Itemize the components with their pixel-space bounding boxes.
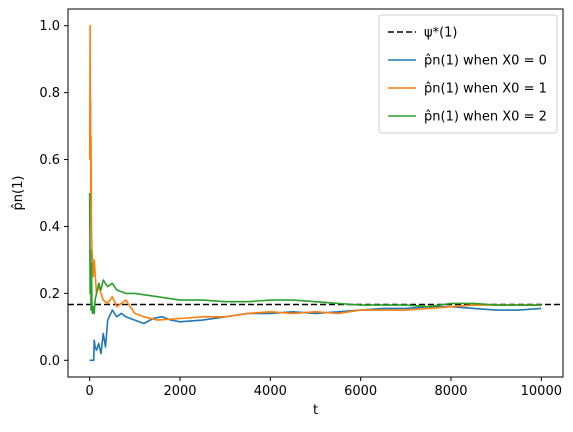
y-tick-label: 0.2 bbox=[39, 287, 60, 302]
series-line-2 bbox=[88, 192, 542, 315]
y-tick-label: 0.8 bbox=[39, 86, 60, 101]
x-tick-label: 2000 bbox=[163, 384, 196, 399]
y-tick-label: 0.6 bbox=[39, 153, 60, 168]
x-axis-label: t bbox=[313, 403, 318, 418]
x-tick-label: 6000 bbox=[344, 384, 377, 399]
legend: ψ*(1) p̂n(1) when X0 = 0 p̂n(1) when X0 = … bbox=[378, 14, 558, 134]
series-line-0 bbox=[89, 305, 542, 362]
x-tick-label: 10000 bbox=[521, 384, 562, 399]
legend-label: p̂n(1) when X0 = 0 bbox=[424, 54, 547, 69]
legend-box bbox=[378, 14, 558, 134]
legend-label: ψ*(1) bbox=[424, 26, 458, 41]
y-tick-label: 1.0 bbox=[39, 19, 60, 34]
y-tick-label: 0.0 bbox=[39, 354, 60, 369]
y-tick-label: 0.4 bbox=[39, 220, 60, 235]
axes-frame bbox=[67, 8, 564, 378]
legend-label: p̂n(1) when X0 = 1 bbox=[424, 82, 547, 97]
legend-label: p̂n(1) when X0 = 2 bbox=[424, 110, 547, 125]
x-tick-label: 0 bbox=[86, 384, 94, 399]
y-axis-label: p̂n(1) bbox=[11, 176, 26, 211]
series-line-1 bbox=[88, 24, 542, 321]
x-tick-label: 4000 bbox=[254, 384, 287, 399]
x-tick-label: 8000 bbox=[434, 384, 467, 399]
